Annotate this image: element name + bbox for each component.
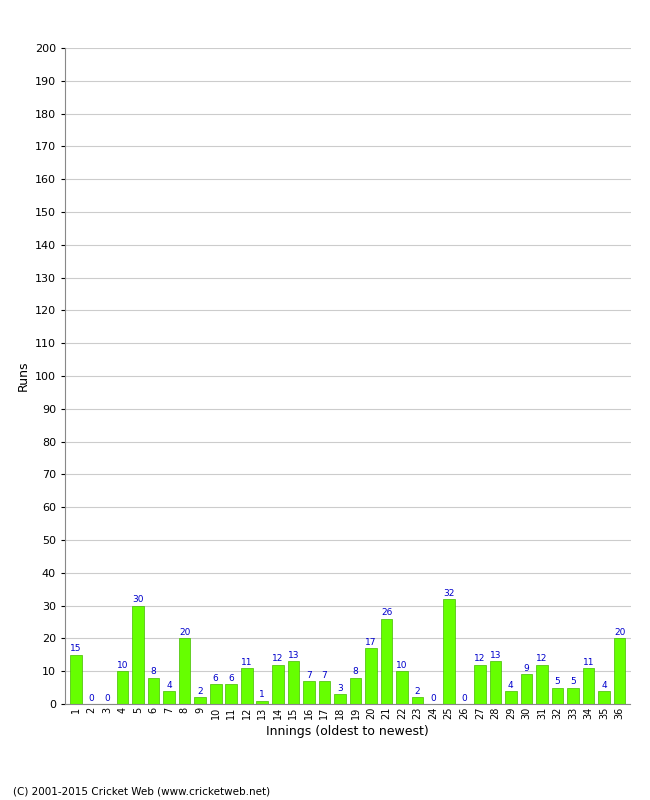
Text: (C) 2001-2015 Cricket Web (www.cricketweb.net): (C) 2001-2015 Cricket Web (www.cricketwe… (13, 786, 270, 796)
Bar (474, 665, 486, 704)
Text: 12: 12 (536, 654, 548, 663)
Text: 6: 6 (213, 674, 218, 683)
Bar (318, 681, 330, 704)
Bar (116, 671, 128, 704)
Text: 0: 0 (88, 694, 94, 702)
Bar (396, 671, 408, 704)
Bar (350, 678, 361, 704)
Text: 8: 8 (151, 667, 157, 677)
Text: 7: 7 (322, 670, 328, 680)
Bar (272, 665, 283, 704)
Text: 20: 20 (179, 628, 190, 637)
Bar (334, 694, 346, 704)
Text: 12: 12 (272, 654, 283, 663)
Text: 11: 11 (241, 658, 252, 666)
Bar (210, 684, 222, 704)
Bar (598, 691, 610, 704)
Bar (365, 648, 377, 704)
Text: 26: 26 (381, 609, 393, 618)
Text: 20: 20 (614, 628, 625, 637)
Text: 9: 9 (523, 664, 529, 673)
Bar (567, 687, 579, 704)
Bar (257, 701, 268, 704)
Text: 7: 7 (306, 670, 312, 680)
Text: 8: 8 (353, 667, 358, 677)
Text: 10: 10 (396, 661, 408, 670)
Text: 10: 10 (117, 661, 128, 670)
Text: 0: 0 (430, 694, 436, 702)
Text: 4: 4 (166, 681, 172, 690)
Text: 0: 0 (462, 694, 467, 702)
Text: 17: 17 (365, 638, 377, 647)
Bar (179, 638, 190, 704)
Text: 0: 0 (104, 694, 110, 702)
Bar (303, 681, 315, 704)
Bar (241, 668, 253, 704)
Bar (521, 674, 532, 704)
Text: 6: 6 (228, 674, 234, 683)
Bar (443, 599, 454, 704)
X-axis label: Innings (oldest to newest): Innings (oldest to newest) (266, 725, 429, 738)
Bar (163, 691, 175, 704)
Text: 15: 15 (70, 645, 82, 654)
Text: 32: 32 (443, 589, 454, 598)
Bar (70, 654, 82, 704)
Bar (287, 662, 299, 704)
Bar (148, 678, 159, 704)
Bar (536, 665, 548, 704)
Bar (552, 687, 564, 704)
Text: 13: 13 (287, 651, 299, 660)
Bar (505, 691, 517, 704)
Bar (412, 698, 424, 704)
Text: 4: 4 (601, 681, 607, 690)
Text: 1: 1 (259, 690, 265, 699)
Bar (583, 668, 594, 704)
Text: 11: 11 (583, 658, 594, 666)
Bar (381, 618, 393, 704)
Text: 3: 3 (337, 684, 343, 693)
Text: 12: 12 (474, 654, 486, 663)
Bar (132, 606, 144, 704)
Text: 2: 2 (415, 687, 421, 696)
Bar (614, 638, 625, 704)
Text: 30: 30 (132, 595, 144, 604)
Text: 5: 5 (570, 678, 576, 686)
Text: 4: 4 (508, 681, 514, 690)
Text: 2: 2 (198, 687, 203, 696)
Text: 13: 13 (489, 651, 501, 660)
Bar (226, 684, 237, 704)
Y-axis label: Runs: Runs (16, 361, 29, 391)
Text: 5: 5 (554, 678, 560, 686)
Bar (489, 662, 501, 704)
Bar (194, 698, 206, 704)
